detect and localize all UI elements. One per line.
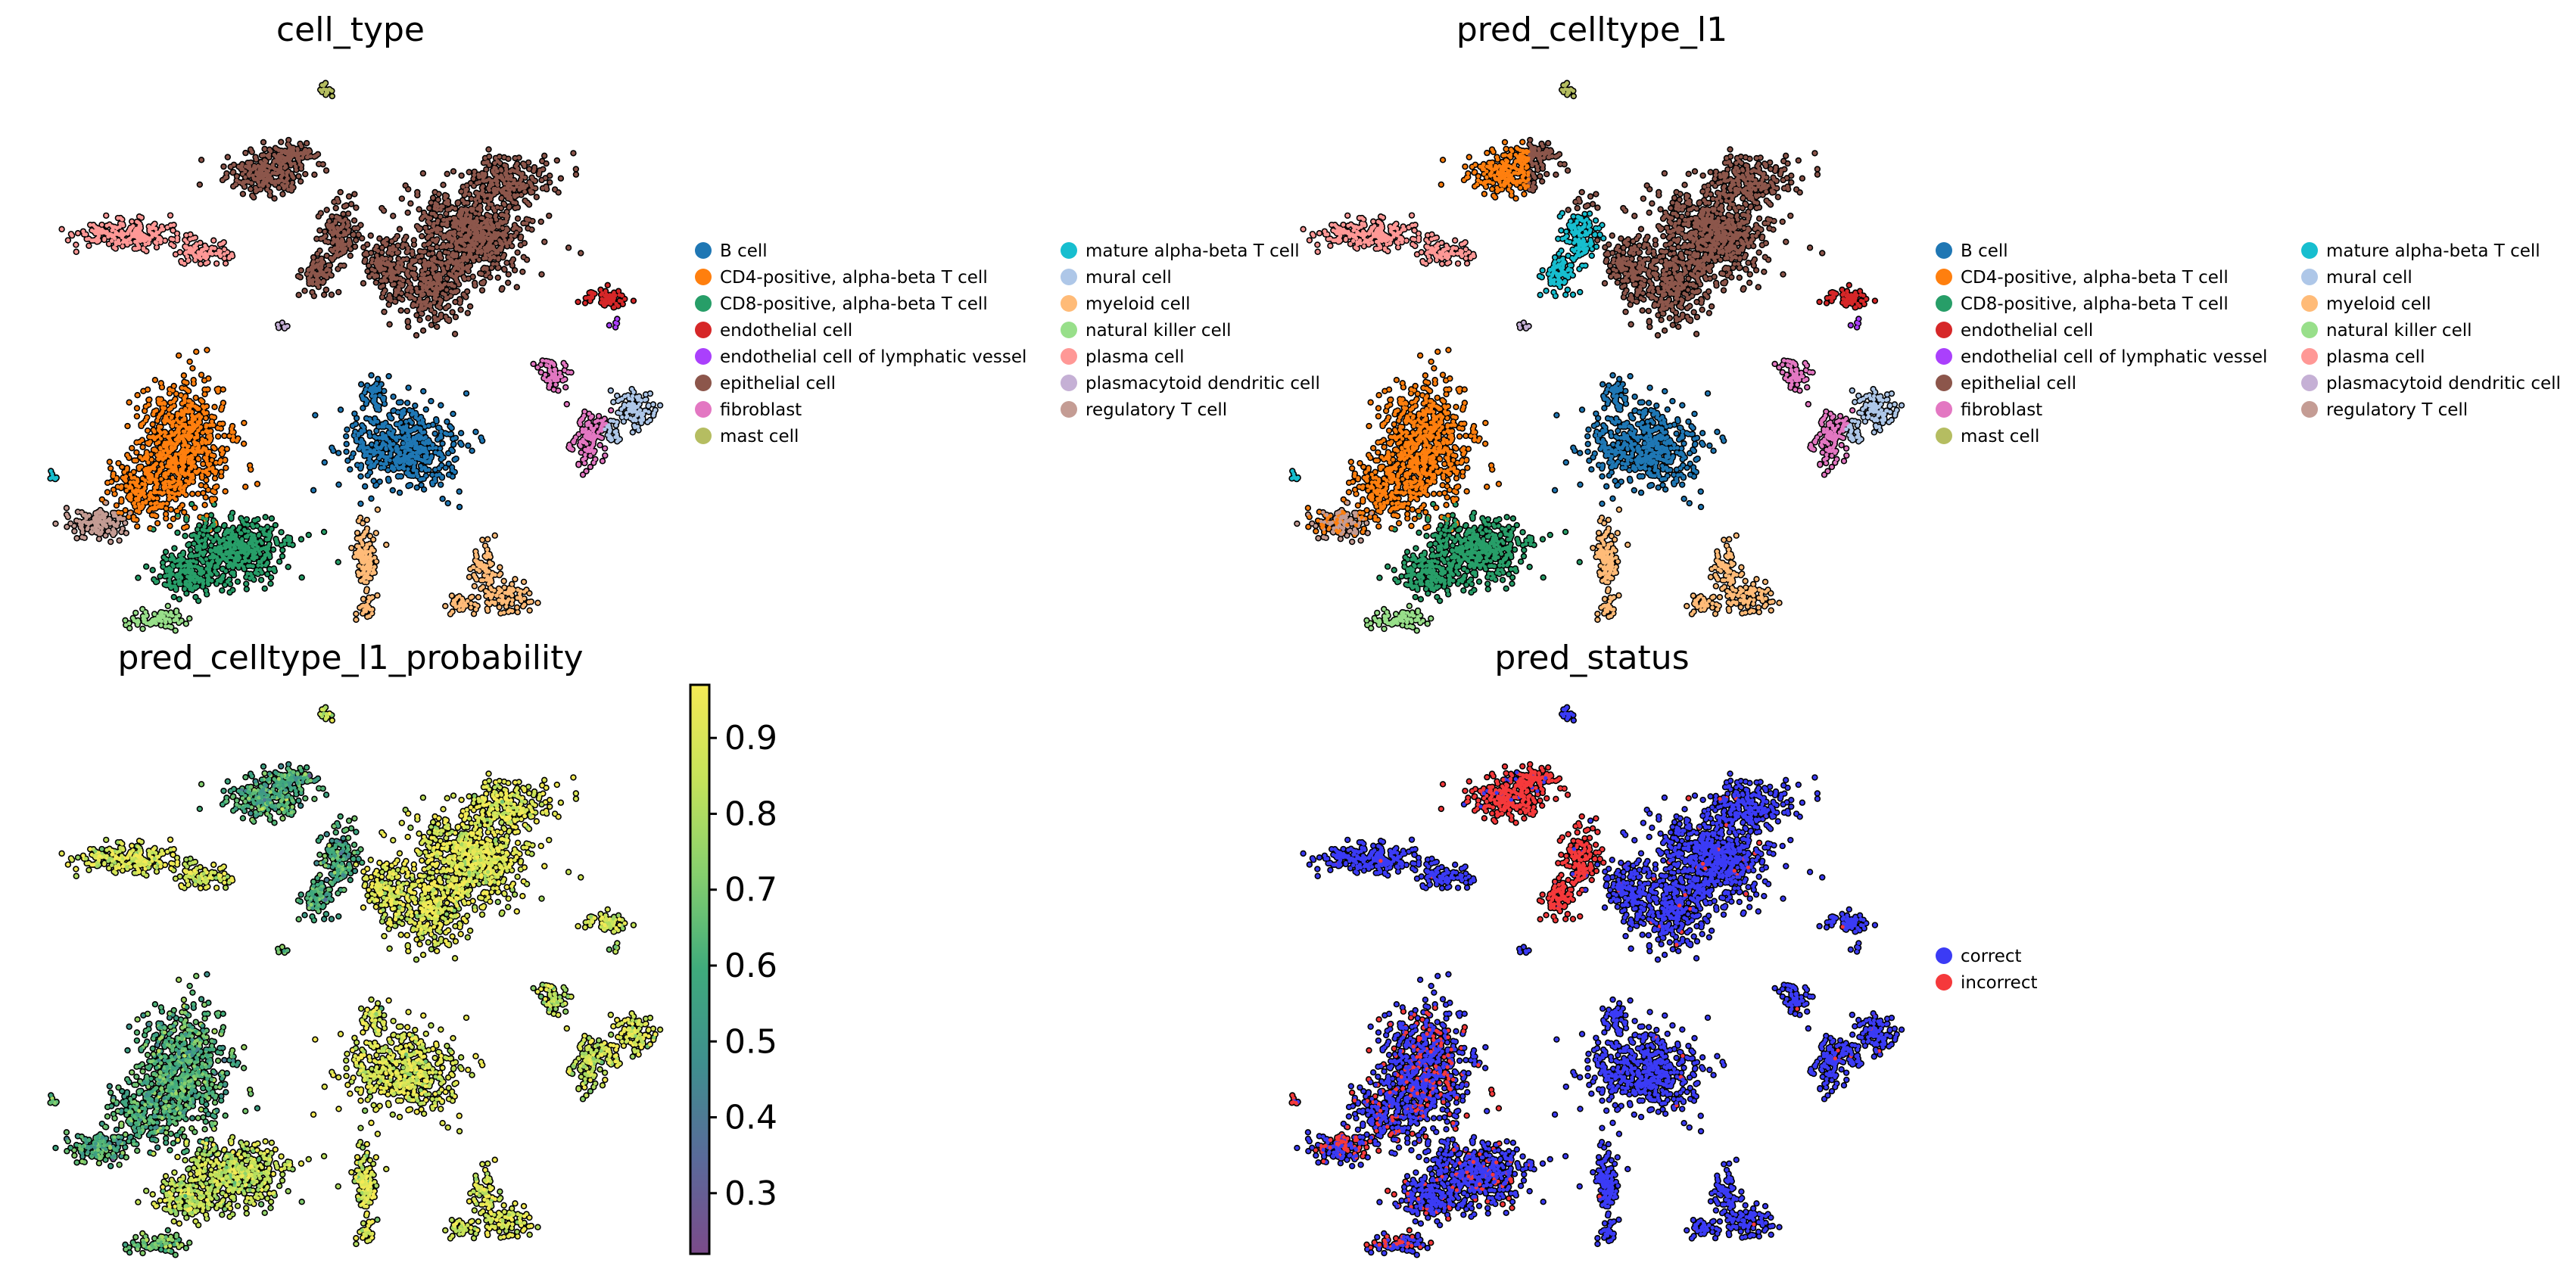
panel-title-pred-status: pred_status [1494, 639, 1689, 677]
panel-title-pred-celltype: pred_celltype_l1 [1456, 11, 1727, 49]
umap-plot-cell-type [47, 79, 664, 634]
panel-title-probability: pred_celltype_l1_probability [117, 639, 583, 677]
panel-title-cell-type: cell_type [276, 11, 425, 49]
